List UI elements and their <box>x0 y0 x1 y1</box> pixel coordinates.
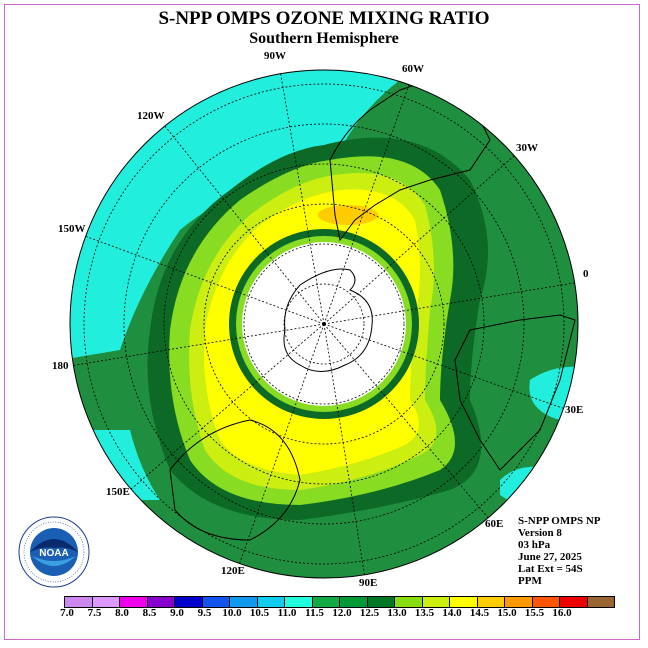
colorbar-swatch <box>257 597 285 607</box>
colorbar-swatch <box>587 597 615 607</box>
colorbar-tick-label: 12.0 <box>332 607 352 619</box>
lon-label-60w: 60W <box>402 63 424 75</box>
lon-label-180: 180 <box>52 360 69 372</box>
lon-label-0: 0 <box>583 268 589 280</box>
colorbar-swatch <box>285 597 313 607</box>
colorbar-swatch <box>147 597 175 607</box>
colorbar-tick-label: 10.5 <box>249 607 270 619</box>
lon-label-90w: 90W <box>264 50 286 62</box>
colorbar-tick-label: 15.5 <box>524 607 545 619</box>
lon-label-90e: 90E <box>359 577 378 589</box>
africa-outline <box>454 314 576 471</box>
info-pressure-level: 03 hPa <box>518 539 551 551</box>
colorbar-swatch <box>92 597 120 607</box>
colorbar-tick-label: 9.5 <box>197 607 212 619</box>
colorbar-tick-label: 9.0 <box>170 607 184 619</box>
lon-label-120w: 120W <box>137 110 165 122</box>
colorbar-tick-label: 10.0 <box>222 607 242 619</box>
lon-label-150w: 150W <box>58 223 86 235</box>
colorbar-tick-label: 15.0 <box>497 607 517 619</box>
ozone-band-14 <box>318 205 378 225</box>
lon-label-120e: 120E <box>221 565 245 577</box>
colorbar-swatch <box>477 597 505 607</box>
map-title: S-NPP OMPS OZONE MIXING RATIO <box>158 8 490 29</box>
colorbar-swatch <box>422 597 450 607</box>
info-version: Version 8 <box>518 527 562 539</box>
colorbar-tick-label: 11.0 <box>277 607 297 619</box>
colorbar <box>64 596 615 608</box>
colorbar-tick-label: 8.0 <box>115 607 129 619</box>
colorbar-swatch <box>230 597 258 607</box>
colorbar-tick-labels: 7.0 7.5 8.0 8.5 9.0 9.5 10.0 10.5 11.0 11.5 12.0 12… <box>52 607 612 621</box>
map-border <box>69 69 579 579</box>
australia-outline <box>169 419 301 541</box>
lon-label-30w: 30W <box>516 142 538 154</box>
ozone-cyan-east-patch <box>529 366 578 420</box>
product-info: S-NPP OMPS NP Version 8 03 hPa June 27, … <box>518 515 601 587</box>
colorbar-swatch <box>532 597 560 607</box>
colorbar-swatch <box>367 597 395 607</box>
colorbar-swatch <box>560 597 588 607</box>
info-units: PPM <box>518 575 542 587</box>
colorbar-tick-label: 14.0 <box>442 607 462 619</box>
info-instrument: S-NPP OMPS NP <box>518 515 601 527</box>
map-subtitle: Southern Hemisphere <box>249 30 399 47</box>
info-lat-extent: Lat Ext = 54S <box>518 563 583 575</box>
colorbar-swatch <box>202 597 230 607</box>
colorbar-tick-label: 13.0 <box>387 607 407 619</box>
colorbar-swatch <box>505 597 533 607</box>
lon-label-60e: 60E <box>485 518 504 530</box>
colorbar-tick-label: 7.0 <box>60 607 74 619</box>
colorbar-tick-label: 12.5 <box>359 607 380 619</box>
noaa-logo: NOAA <box>18 516 90 588</box>
colorbar-tick-label: 14.5 <box>469 607 490 619</box>
colorbar-swatch <box>450 597 478 607</box>
antarctica-outline <box>283 268 373 372</box>
colorbar-swatch <box>312 597 340 607</box>
colorbar-swatch <box>340 597 368 607</box>
colorbar-tick-label: 7.5 <box>87 607 102 619</box>
noaa-logo-text: NOAA <box>39 548 68 559</box>
south-america-outline <box>329 79 491 242</box>
colorbar-tick-label: 13.5 <box>414 607 435 619</box>
colorbar-swatch <box>175 597 203 607</box>
colorbar-swatch <box>65 597 93 607</box>
colorbar-tick-label: 11.5 <box>305 607 324 619</box>
plot-frame <box>4 4 640 640</box>
lon-label-30e: 30E <box>565 404 584 416</box>
lon-label-150e: 150E <box>106 486 130 498</box>
colorbar-swatch <box>395 597 423 607</box>
colorbar-tick-label: 8.5 <box>142 607 157 619</box>
info-date: June 27, 2025 <box>518 551 582 563</box>
colorbar-swatch <box>120 597 148 607</box>
colorbar-tick-label: 16.0 <box>552 607 572 619</box>
